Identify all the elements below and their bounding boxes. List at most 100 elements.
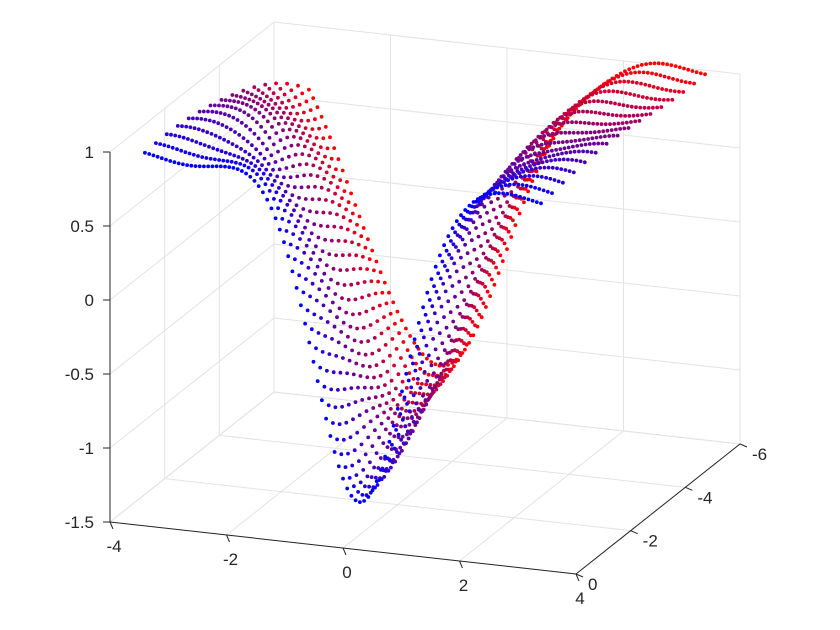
data-point (470, 320, 475, 324)
data-point (344, 420, 349, 425)
data-point (617, 102, 622, 107)
data-point (349, 386, 354, 390)
data-point (412, 340, 417, 345)
data-point (418, 366, 423, 371)
data-point (345, 227, 350, 232)
data-point (529, 141, 534, 146)
data-point (227, 165, 232, 170)
data-point (372, 465, 376, 470)
data-point (541, 188, 546, 193)
data-point (553, 158, 558, 162)
data-point (353, 498, 358, 503)
data-point (343, 465, 348, 469)
data-point (404, 326, 408, 331)
data-point (618, 126, 622, 131)
data-point (267, 135, 272, 140)
data-point (553, 123, 558, 127)
data-point (318, 257, 322, 262)
data-point (356, 351, 361, 356)
data-point (468, 333, 473, 338)
data-point (425, 356, 429, 361)
data-point (221, 103, 226, 108)
data-point (329, 156, 334, 161)
data-point (550, 148, 554, 153)
data-point (512, 182, 516, 187)
data-point (668, 88, 673, 93)
data-point (228, 127, 233, 132)
data-point (631, 113, 636, 118)
data-point (298, 136, 303, 141)
data-point (384, 401, 389, 405)
data-point (260, 91, 265, 95)
data-point (286, 184, 290, 188)
data-point (255, 159, 260, 164)
data-point (356, 242, 361, 247)
data-point (239, 147, 243, 151)
data-point (432, 371, 436, 375)
data-point (346, 297, 351, 302)
data-point (201, 109, 206, 114)
data-point (238, 108, 242, 112)
data-point (703, 72, 707, 77)
data-point (603, 122, 608, 127)
data-point (311, 251, 316, 255)
data-point (586, 94, 590, 99)
data-point (327, 164, 332, 169)
data-point (611, 133, 616, 138)
x-tick-label: 4 (575, 589, 584, 608)
data-point (328, 309, 333, 313)
data-point (298, 237, 302, 241)
data-point (607, 134, 612, 138)
data-point (434, 374, 439, 379)
data-point (367, 293, 371, 298)
data-point (417, 352, 422, 356)
data-point (258, 151, 263, 156)
data-point (635, 64, 640, 68)
data-point (426, 372, 431, 377)
data-point (472, 247, 477, 252)
data-point (583, 142, 588, 147)
data-point (344, 310, 349, 315)
data-point (202, 164, 206, 169)
data-point (595, 122, 600, 126)
data-point (265, 119, 270, 124)
data-point (251, 99, 256, 104)
data-point (284, 106, 289, 110)
data-point (509, 192, 514, 197)
data-point (331, 370, 336, 375)
data-point (302, 110, 306, 115)
data-point (374, 451, 379, 455)
data-point (279, 115, 284, 120)
data-point (464, 275, 468, 280)
data-point (456, 327, 461, 332)
data-point (625, 104, 630, 108)
data-point (516, 182, 521, 187)
data-point (307, 238, 312, 242)
data-point (306, 118, 311, 123)
data-point (594, 91, 599, 95)
data-point (363, 484, 367, 489)
data-point (367, 484, 371, 489)
data-point (635, 113, 640, 118)
data-point (400, 389, 404, 394)
data-point (533, 138, 538, 143)
data-point (255, 172, 259, 177)
data-point (299, 185, 304, 190)
data-point (286, 116, 290, 121)
data-point (651, 105, 655, 110)
data-point (475, 197, 480, 202)
data-point (606, 112, 611, 117)
data-point (546, 165, 551, 170)
data-point (645, 70, 650, 75)
data-point (287, 154, 291, 159)
data-point (368, 460, 372, 465)
data-point (623, 114, 627, 118)
data-point (485, 289, 490, 294)
data-point (526, 197, 531, 202)
data-point (347, 253, 352, 257)
x-tick-label: -2 (223, 550, 238, 569)
data-point (186, 137, 190, 141)
data-point (395, 454, 400, 459)
data-point (534, 158, 539, 162)
data-point (250, 143, 254, 148)
